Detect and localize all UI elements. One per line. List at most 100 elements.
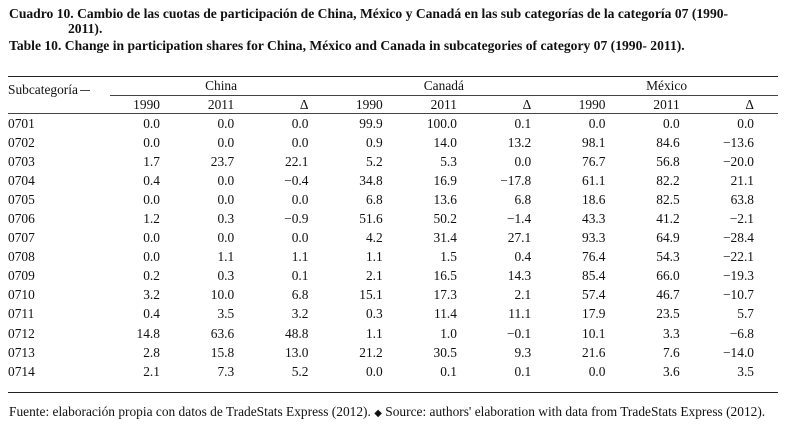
table-cell: 63.6: [210, 325, 235, 341]
subcategory-code: 0714: [8, 363, 35, 379]
table-cell: 82.5: [656, 191, 680, 207]
col-header-canada-delta: Δ: [480, 96, 556, 114]
table-cell: 7.6: [662, 344, 680, 360]
table-cell: 0.0: [514, 153, 532, 169]
table-cell: −0.4: [284, 172, 309, 188]
table-cell: 0.0: [143, 134, 160, 150]
table-cell: 1.7: [143, 153, 160, 169]
table-row: 0712 14.8 63.6 48.8 1.1 1.0 −0.1 10.1 3.3 −6.8: [8, 324, 778, 343]
subcategory-code: 0709: [8, 268, 35, 284]
table-cell: 0.0: [143, 249, 160, 265]
table-cell: 0.3: [365, 306, 383, 322]
table-cell: 0.0: [588, 363, 606, 379]
country-header-mexico: México: [555, 78, 778, 96]
table-cell: 0.0: [662, 115, 680, 131]
table-cell: 3.6: [662, 363, 680, 379]
table-cell: 16.5: [433, 268, 457, 284]
table-cell: 15.1: [359, 287, 383, 303]
subcategory-code: 0703: [8, 153, 35, 169]
table-cell: 0.1: [291, 268, 309, 284]
table-cell: 41.2: [656, 211, 680, 227]
table-cell: −0.9: [284, 211, 309, 227]
table-cell: 14.0: [433, 134, 457, 150]
year-header-row: 1990 2011 Δ 1990 2011 Δ 1990 2011 Δ: [8, 96, 778, 114]
table-cell: 23.5: [656, 306, 680, 322]
table-cell: 0.0: [217, 172, 235, 188]
table-cell: −17.8: [500, 172, 532, 188]
subcategory-code: 0705: [8, 191, 35, 207]
table-cell: 1.1: [365, 249, 383, 265]
table-cell: 0.0: [291, 134, 309, 150]
table-cell: 10.1: [582, 325, 606, 341]
table-cell: −10.7: [723, 287, 754, 303]
table-row: 0705 0.0 0.0 0.0 6.8 13.6 6.8 18.6 82.5 63.8: [8, 190, 778, 209]
table-cell: 5.2: [365, 153, 383, 169]
table-cell: −13.6: [723, 134, 754, 150]
table-cell: −28.4: [723, 230, 754, 246]
table-cell: 57.4: [582, 287, 606, 303]
table-cell: 1.0: [440, 325, 457, 341]
table-cell: 4.2: [365, 230, 383, 246]
table-cell: 14.8: [136, 325, 160, 341]
table-cell: 85.4: [582, 268, 606, 284]
table-cell: 22.1: [285, 153, 309, 169]
table-cell: −22.1: [723, 249, 754, 265]
col-header-canada-1990: 1990: [332, 96, 407, 114]
table-cell: 76.7: [582, 153, 606, 169]
table-cell: 1.2: [143, 211, 160, 227]
table-cell: −20.0: [723, 153, 754, 169]
table-cell: 13.2: [507, 134, 532, 150]
country-header-china: China: [109, 78, 333, 96]
table-cell: 61.1: [582, 172, 606, 188]
table-cell: 16.9: [433, 172, 457, 188]
table-cell: 82.2: [656, 172, 680, 188]
table-cell: 56.8: [656, 153, 680, 169]
table-cell: 2.1: [514, 287, 532, 303]
table-cell: 17.3: [433, 287, 457, 303]
table-cell: 0.0: [217, 134, 235, 150]
table-cell: 3.5: [217, 306, 235, 322]
subcategory-code: 0713: [8, 344, 35, 360]
table-cell: 84.6: [656, 134, 680, 150]
subcategory-code: 0701: [8, 115, 35, 131]
table-cell: 0.0: [291, 191, 309, 207]
table-cell: 13.6: [433, 191, 457, 207]
table-cell: 43.3: [582, 211, 606, 227]
table-row: 0708 0.0 1.1 1.1 1.1 1.5 0.4 76.4 54.3 −22.1: [8, 248, 778, 267]
country-header-canada: Canadá: [332, 78, 556, 96]
table-row: 0704 0.4 0.0 −0.4 34.8 16.9 −17.8 61.1 82.2 21.1: [8, 171, 778, 190]
col-header-china-1990: 1990: [109, 96, 184, 114]
table-cell: 0.4: [143, 306, 160, 322]
table-body: 0701 0.0 0.0 0.0 99.9 100.0 0.1 0.0 0.0 0.0 0702 0.…: [8, 114, 778, 382]
table-cell: 21.6: [582, 344, 606, 360]
table-row: 0714 2.1 7.3 5.2 0.0 0.1 0.1 0.0 3.6 3.5: [8, 362, 778, 381]
table-cell: 0.0: [365, 363, 383, 379]
separator-diamond-icon: ◆: [374, 408, 382, 419]
table-cell: 1.1: [291, 249, 309, 265]
table-cell: 46.7: [656, 287, 680, 303]
col-header-mexico-2011: 2011: [629, 96, 704, 114]
title-block: Cuadro 10. Cambio de las cuotas de parti…: [9, 6, 799, 53]
data-table: Subcategoría China Canadá México 1990 20…: [8, 78, 778, 381]
table-cell: 50.2: [433, 211, 457, 227]
table-cell: 63.8: [730, 191, 754, 207]
table-cell: 0.9: [365, 134, 383, 150]
subcategory-code: 0708: [8, 249, 35, 265]
table-cell: 2.1: [365, 268, 383, 284]
table-cell: −0.1: [506, 325, 532, 341]
table-cell: 9.3: [514, 344, 532, 360]
table-cell: 21.2: [359, 344, 383, 360]
table-cell: 5.3: [440, 153, 457, 169]
table-cell: 7.3: [217, 363, 235, 379]
table-cell: 76.4: [582, 249, 606, 265]
table-top-rule: [8, 76, 778, 77]
table-cell: 0.1: [514, 115, 532, 131]
table-cell: −2.1: [729, 211, 754, 227]
table-cell: 17.9: [582, 306, 606, 322]
title-spanish-line1: Cuadro 10. Cambio de las cuotas de parti…: [9, 6, 729, 21]
table-row: 0709 0.2 0.3 0.1 2.1 16.5 14.3 85.4 66.0 −19.3: [8, 267, 778, 286]
table-cell: 0.3: [217, 211, 235, 227]
table-cell: 100.0: [426, 115, 457, 131]
table-cell: 0.3: [217, 268, 235, 284]
table-cell: 13.0: [285, 344, 309, 360]
